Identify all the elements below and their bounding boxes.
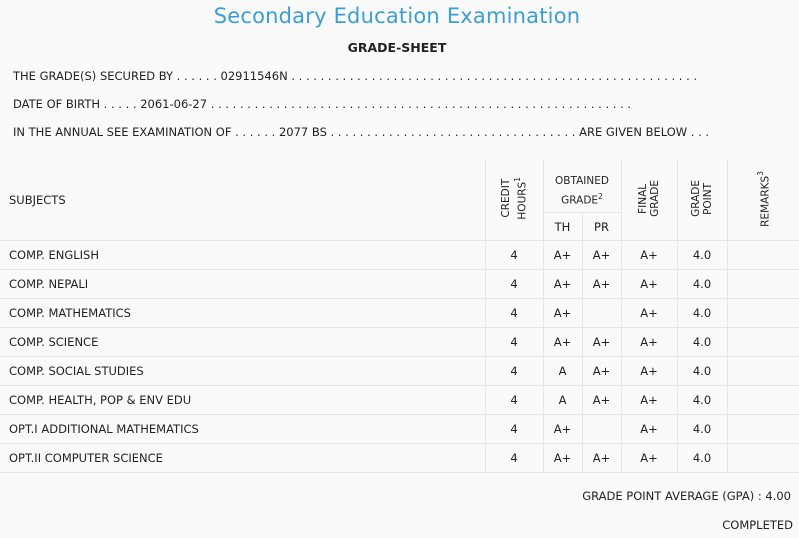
table-row: COMP. SCIENCE 4 A+ A+ A+ 4.0 [0,327,799,357]
secured-by-line: THE GRADE(S) SECURED BY . . . . . . 0291… [13,69,698,83]
pr-grade-cell [582,298,622,328]
subjects-header: SUBJECTS [0,160,486,241]
status-label: COMPLETED [722,518,793,532]
remarks-cell [727,414,799,444]
th-header: TH [543,212,583,241]
final-grade-cell: A+ [621,269,678,299]
table-row: COMP. HEALTH, POP & ENV EDU 4 A A+ A+ 4.… [0,385,799,415]
grade-point-cell: 4.0 [677,269,728,299]
remarks-cell [727,443,799,473]
subject-cell: COMP. SOCIAL STUDIES [0,356,486,386]
th-grade-cell: A+ [543,414,583,444]
table-row: COMP. SOCIAL STUDIES 4 A A+ A+ 4.0 [0,356,799,386]
final-grade-cell: A+ [621,443,678,473]
subject-cell: COMP. MATHEMATICS [0,298,486,328]
pr-grade-cell: A+ [582,269,622,299]
final-grade-cell: A+ [621,298,678,328]
page-subtitle: GRADE-SHEET [347,40,447,55]
grade-point-cell: 4.0 [677,327,728,357]
grade-point-cell: 4.0 [677,414,728,444]
exam-line: IN THE ANNUAL SEE EXAMINATION OF . . . .… [13,125,710,139]
th-grade-cell: A+ [543,443,583,473]
final-grade-cell: A+ [621,240,678,270]
credit-cell: 4 [485,298,544,328]
th-grade-cell: A [543,356,583,386]
th-grade-cell: A+ [543,298,583,328]
credit-cell: 4 [485,327,544,357]
subject-cell: COMP. HEALTH, POP & ENV EDU [0,385,486,415]
remarks-cell [727,269,799,299]
grade-point-cell: 4.0 [677,356,728,386]
subject-cell: COMP. ENGLISH [0,240,486,270]
pr-grade-cell: A+ [582,327,622,357]
table-row: OPT.I ADDITIONAL MATHEMATICS 4 A+ A+ 4.0 [0,414,799,444]
date-of-birth-line: DATE OF BIRTH . . . . . 2061-06-27 . . .… [13,97,632,111]
table-row: COMP. ENGLISH 4 A+ A+ A+ 4.0 [0,240,799,270]
remarks-cell [727,385,799,415]
table-row: COMP. NEPALI 4 A+ A+ A+ 4.0 [0,269,799,299]
pr-grade-cell: A+ [582,356,622,386]
final-grade-header: FINAL GRADE [621,160,678,241]
pr-grade-cell: A+ [582,385,622,415]
subject-cell: COMP. NEPALI [0,269,486,299]
final-grade-cell: A+ [621,327,678,357]
credit-cell: 4 [485,414,544,444]
final-grade-cell: A+ [621,385,678,415]
credit-cell: 4 [485,269,544,299]
th-grade-cell: A+ [543,327,583,357]
credit-cell: 4 [485,240,544,270]
obtained-grade-header: OBTAINED GRADE2 [543,160,622,213]
final-grade-cell: A+ [621,356,678,386]
remarks-cell [727,240,799,270]
final-grade-cell: A+ [621,414,678,444]
credit-cell: 4 [485,385,544,415]
grade-point-cell: 4.0 [677,240,728,270]
remarks-cell [727,298,799,328]
subject-cell: OPT.II COMPUTER SCIENCE [0,443,486,473]
grades-table: SUBJECTS CREDIT HOURS1 OBTAINED GRADE2 F… [0,160,799,473]
th-grade-cell: A [543,385,583,415]
table-row: COMP. MATHEMATICS 4 A+ A+ 4.0 [0,298,799,328]
subject-cell: COMP. SCIENCE [0,327,486,357]
credit-cell: 4 [485,443,544,473]
credit-hours-header: CREDIT HOURS1 [485,160,544,241]
pr-header: PR [582,212,622,241]
page-title: Secondary Education Examination [213,4,581,28]
gpa-summary: GRADE POINT AVERAGE (GPA) : 4.00 [582,489,791,503]
th-grade-cell: A+ [543,269,583,299]
grade-point-cell: 4.0 [677,298,728,328]
grade-point-cell: 4.0 [677,385,728,415]
grade-point-cell: 4.0 [677,443,728,473]
remarks-header: REMARKS3 [727,160,799,241]
pr-grade-cell [582,414,622,444]
subject-cell: OPT.I ADDITIONAL MATHEMATICS [0,414,486,444]
pr-grade-cell: A+ [582,443,622,473]
th-grade-cell: A+ [543,240,583,270]
credit-cell: 4 [485,356,544,386]
remarks-cell [727,327,799,357]
remarks-cell [727,356,799,386]
table-row: OPT.II COMPUTER SCIENCE 4 A+ A+ A+ 4.0 [0,443,799,473]
grade-point-header: GRADE POINT [677,160,728,241]
pr-grade-cell: A+ [582,240,622,270]
